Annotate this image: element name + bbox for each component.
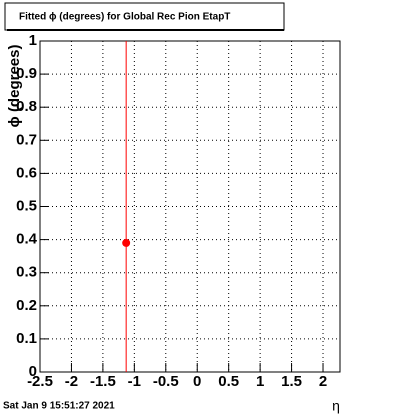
y-tick-label: 0.7 (16, 131, 37, 148)
y-tick-label: 0.2 (16, 297, 37, 314)
x-tick-label: -1.5 (90, 373, 116, 390)
y-tick-label: 0.9 (16, 65, 37, 82)
timestamp: Sat Jan 9 15:51:27 2021 (3, 401, 115, 412)
y-tick-label: 0.1 (16, 330, 37, 347)
x-tick-label: 0.5 (218, 373, 239, 390)
y-tick-label: 0 (29, 363, 37, 380)
y-tick-label: 0.5 (16, 197, 37, 214)
x-tick-label: 0 (193, 373, 201, 390)
title-box (4, 2, 285, 31)
y-tick-label: 0.8 (16, 98, 37, 115)
x-tick-label: -2.5 (27, 373, 53, 390)
y-tick-label: 1 (29, 32, 37, 49)
x-tick-label: 2 (319, 373, 327, 390)
x-tick-label: -0.5 (153, 373, 179, 390)
x-tick-label: 1 (256, 373, 264, 390)
y-axis-label: ϕ (degrees) (6, 45, 23, 128)
y-tick-label: 0.4 (16, 231, 38, 248)
x-axis-label: η (332, 398, 340, 414)
title-shadow (7, 29, 284, 31)
chart-title: Fitted ϕ (degrees) for Global Rec Pion E… (19, 12, 230, 23)
x-tick-label: -1 (128, 373, 141, 390)
data-point (122, 238, 131, 247)
x-tick-label: -2 (65, 373, 78, 390)
y-tick-label: 0.6 (16, 164, 37, 181)
x-tick-label: 1.5 (281, 373, 302, 390)
y-tick-label: 0.3 (16, 264, 37, 281)
